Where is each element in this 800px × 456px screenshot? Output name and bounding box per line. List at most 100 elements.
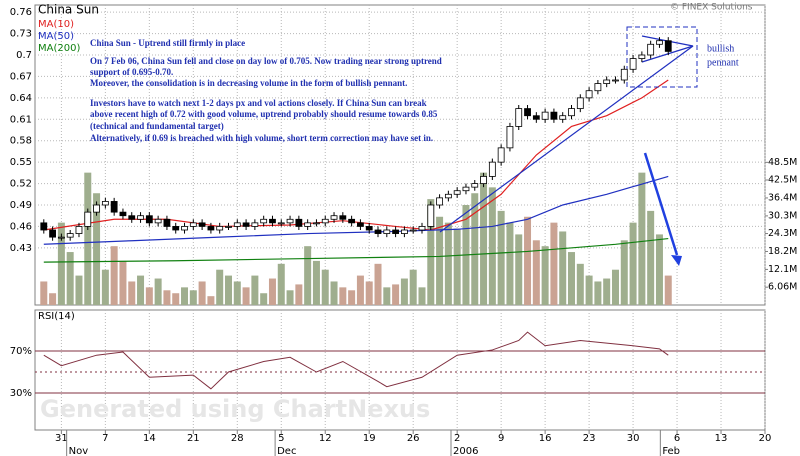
ma-line [43,237,669,263]
y-tick-label: 0.7 [16,50,32,61]
candle-body [418,226,426,231]
candle-body [49,229,56,238]
volume-bar [224,275,232,305]
y2-tick-label: 36.4M [768,192,797,203]
volume-bar [603,278,611,305]
annotation-line: Alternatively, if 0.69 is breached with … [90,133,433,143]
x-tick-label: 16 [539,433,552,444]
volume-bar [172,293,180,305]
volume-bar [339,287,347,305]
volume-bar [304,246,312,305]
candle-body [330,215,338,220]
candle-body [207,226,215,231]
candle-body [629,58,637,70]
candle-body [286,218,294,224]
volume-bar [295,284,303,305]
volume-bar [154,278,162,305]
legend-entry: MA(200) [38,43,80,54]
volume-bar [233,281,241,305]
volume-bar [356,275,364,305]
volume-bar [585,275,593,305]
y2-tick-label: 24.3M [768,228,797,239]
candle-body [172,226,180,231]
candle-body [321,218,329,224]
y-tick-label: 0.76 [10,7,32,18]
annotation-line: above recent high of 0.72 with good volu… [90,109,438,119]
y2-tick-label: 30.3M [768,210,797,221]
candle-body [603,79,611,84]
candle-body [339,215,347,220]
candle-body [400,229,408,234]
candle-body [357,222,364,227]
annotation-line: Moreover, the consolidation is in decrea… [90,78,407,88]
x-tick-label: 13 [715,433,728,444]
volume-bar [515,234,523,305]
candle-body [251,222,259,227]
volume-bar [93,193,101,305]
x-tick-label: 21 [187,433,200,444]
candle-body [233,222,241,227]
annotation-line: Investors have to watch next 1-2 days px… [90,98,427,108]
candle-body [75,226,83,234]
rsi-tick-label: 30% [10,388,32,399]
candle-body [620,68,628,81]
candle-body [93,204,100,213]
volume-bar [409,269,417,305]
candle-body [550,111,558,120]
y-tick-label: 0.46 [10,221,32,232]
volume-bar [75,275,83,305]
y-tick-label: 0.61 [10,114,32,125]
volume-bar [321,269,329,305]
volume-bar [374,263,382,305]
candle-body [541,111,549,120]
candle-body [313,222,320,225]
candle-body [568,108,575,117]
x-tick-label: 14 [143,433,156,444]
candle-body [198,222,206,227]
rsi-tick-label: 70% [10,346,32,357]
legend-entry: MA(10) [38,19,74,30]
x-tick-label: 31 [55,433,68,444]
volume-bar [119,260,127,305]
candle-body [216,226,224,231]
volume-bar [198,281,206,305]
annotation-line: China Sun - Uptrend still firmly in plac… [90,38,245,48]
candle-body [444,193,452,199]
volume-bar [532,240,540,305]
candle-body [559,115,567,120]
volume-bar [471,193,479,305]
candle-body [462,186,470,192]
volume-bar [647,210,655,305]
volume-bar [242,287,250,305]
candle-body [576,97,584,109]
candle-body [163,218,171,227]
volume-bar [453,228,461,305]
volume-bar [444,222,452,305]
candle-body [225,226,232,228]
volume-bar [506,222,514,305]
y-tick-label: 0.58 [10,136,32,147]
volume-bar [400,278,408,305]
volume-bar [145,287,153,305]
volume-bar [620,240,628,305]
candle-body [647,43,655,56]
candle-body [189,222,197,227]
volume-bar [189,290,197,305]
arrow-head [671,255,682,266]
y2-tick-label: 6.06M [768,282,797,293]
candle-body [128,215,136,220]
volume-bar [110,246,118,305]
y-tick-label: 0.49 [10,200,32,211]
volume-bar [251,275,259,305]
trendline [439,45,694,233]
pattern-label: pennant [707,57,739,68]
volume-bar [392,284,400,305]
pattern-box [626,26,698,88]
y2-tick-label: 48.5M [768,157,797,168]
rsi-line [43,331,669,390]
candle-body [392,229,400,234]
volume-bar [655,234,663,305]
x-tick-label: 23 [583,433,596,444]
x-tick-label: 12 [319,433,332,444]
